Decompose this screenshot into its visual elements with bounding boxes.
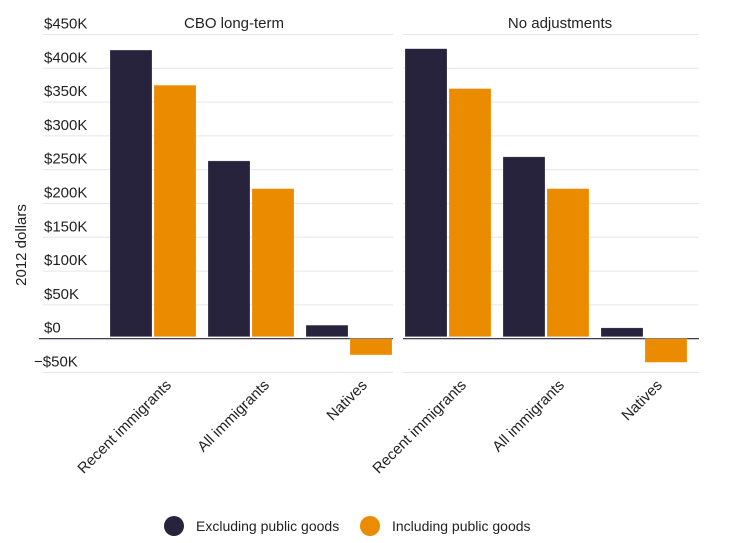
bar (207, 160, 251, 337)
x-tick-label: Natives (323, 377, 370, 424)
bar (600, 327, 644, 337)
y-tick-label: $300K (44, 117, 87, 134)
bar (644, 338, 688, 363)
panel-title: CBO long-term (184, 15, 284, 32)
y-tick-label: −$50K (34, 354, 78, 371)
y-tick-label: $200K (44, 185, 87, 202)
bar (502, 156, 546, 337)
legend-marker-including (360, 516, 380, 536)
bars (109, 48, 688, 363)
y-tick-label: $350K (44, 83, 87, 100)
bar (305, 324, 349, 337)
x-tick-label: Recent immigrants (369, 377, 469, 477)
y-tick-label: $450K (44, 16, 87, 33)
x-tick-label: Recent immigrants (74, 377, 174, 477)
legend: Excluding public goods Including public … (164, 516, 531, 536)
legend-marker-excluding (164, 516, 184, 536)
y-axis-label: 2012 dollars (13, 204, 30, 286)
bar (153, 84, 197, 337)
bar (546, 188, 590, 337)
panel-title: No adjustments (508, 15, 612, 32)
y-tick-label: $150K (44, 218, 87, 235)
y-tick-label: $50K (44, 286, 79, 303)
x-tick-label: All immigrants (194, 377, 273, 456)
bar (349, 338, 393, 356)
x-tick-label: Natives (618, 377, 665, 424)
legend-label-including: Including public goods (392, 518, 531, 534)
bar (109, 49, 153, 337)
y-tick-label: $100K (44, 252, 87, 269)
bar (251, 188, 295, 337)
y-tick-label: $0 (44, 320, 61, 337)
legend-label-excluding: Excluding public goods (196, 518, 339, 534)
y-tick-label: $400K (44, 49, 87, 66)
bar (448, 88, 492, 337)
bar (404, 48, 448, 337)
y-tick-label: $250K (44, 151, 87, 168)
x-tick-label: All immigrants (489, 377, 568, 456)
